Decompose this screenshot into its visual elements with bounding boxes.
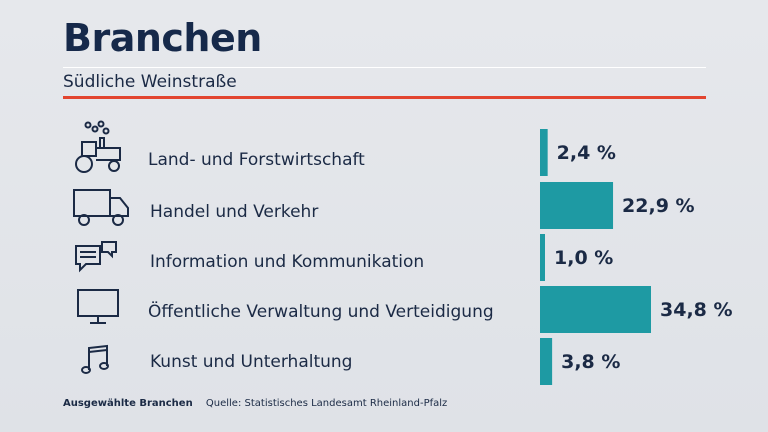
footer: Ausgewählte Branchen Quelle: Statistisch…	[63, 398, 447, 409]
bar	[540, 129, 548, 176]
bar	[540, 286, 651, 333]
chart-subtitle: Südliche Weinstraße	[63, 72, 237, 92]
bar	[540, 338, 553, 385]
bar	[540, 234, 545, 281]
accent-divider	[63, 96, 706, 99]
music-note-icon	[80, 344, 110, 376]
data-label: 3,8 %	[561, 351, 620, 373]
data-label: 34,8 %	[660, 299, 733, 321]
bar	[540, 182, 614, 229]
category-label: Öffentliche Verwaltung und Verteidigung	[148, 302, 494, 322]
data-label: 1,0 %	[554, 247, 613, 269]
source-text: Quelle: Statistisches Landesamt Rheinlan…	[205, 398, 448, 409]
category-label: Land- und Forstwirtschaft	[148, 150, 365, 170]
category-label: Handel und Verkehr	[150, 202, 319, 222]
data-label: 2,4 %	[557, 142, 616, 164]
footer-note: Ausgewählte Branchen	[63, 398, 193, 409]
truck-icon	[72, 188, 130, 228]
monitor-icon	[76, 288, 120, 326]
category-label: Information und Kommunikation	[150, 252, 425, 272]
tractor-icon	[68, 120, 124, 174]
header-divider	[63, 67, 706, 68]
chart-title: Branchen	[63, 16, 262, 60]
chat-bubbles-icon	[74, 240, 120, 276]
data-label: 22,9 %	[622, 195, 695, 217]
category-label: Kunst und Unterhaltung	[150, 352, 353, 372]
